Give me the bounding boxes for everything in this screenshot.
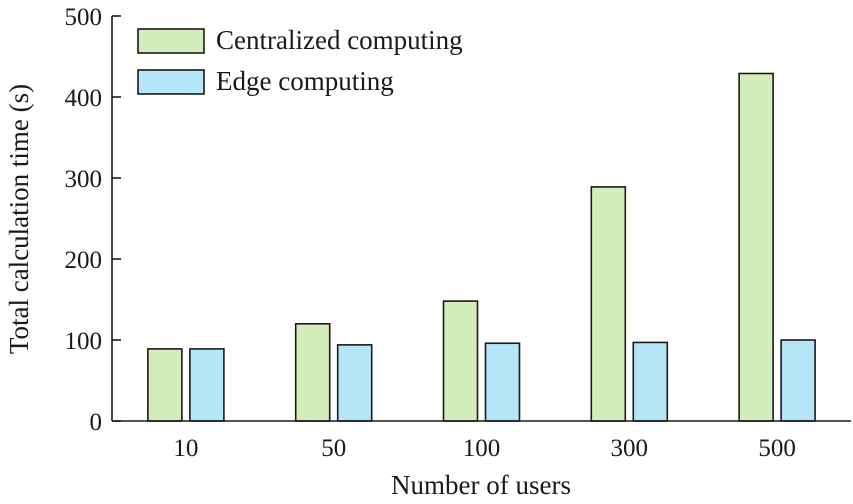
y-tick-label: 400	[65, 85, 103, 112]
bar-centralized-500	[738, 72, 774, 422]
legend-label: Edge computing	[216, 66, 394, 96]
x-tick-label: 100	[463, 435, 501, 462]
x-ticks: 10 50 100 300 500	[173, 435, 795, 462]
x-tick-label: 300	[611, 435, 649, 462]
bar-centralized-100	[442, 300, 479, 422]
y-tick-label: 200	[65, 247, 103, 274]
y-tick-label: 300	[65, 166, 103, 193]
bar-edge-500	[780, 339, 816, 422]
bars-layer	[147, 72, 816, 422]
y-tick-label: 100	[65, 328, 103, 355]
y-tick-label: 0	[90, 409, 103, 436]
y-tick-label: 500	[65, 4, 103, 31]
x-tick-label: 500	[758, 435, 796, 462]
legend-swatch	[137, 69, 205, 95]
bar-edge-10	[189, 348, 225, 422]
legend: Centralized computing Edge computing	[137, 25, 463, 96]
x-axis-title: Number of users	[391, 470, 571, 500]
bar-centralized-300	[590, 186, 627, 422]
bar-edge-50	[336, 344, 373, 422]
axes	[111, 16, 851, 422]
legend-label: Centralized computing	[216, 25, 463, 55]
bar-edge-100	[484, 342, 521, 422]
bar-centralized-10	[147, 348, 183, 422]
x-tick-label: 10	[173, 435, 198, 462]
bar-edge-300	[632, 341, 669, 422]
legend-swatch	[137, 28, 205, 54]
y-ticks: 0 100 200 300 400 500	[65, 4, 121, 436]
bar-centralized-50	[294, 322, 331, 422]
y-axis-title: Total calculation time (s)	[4, 84, 34, 354]
x-tick-label: 50	[321, 435, 346, 462]
